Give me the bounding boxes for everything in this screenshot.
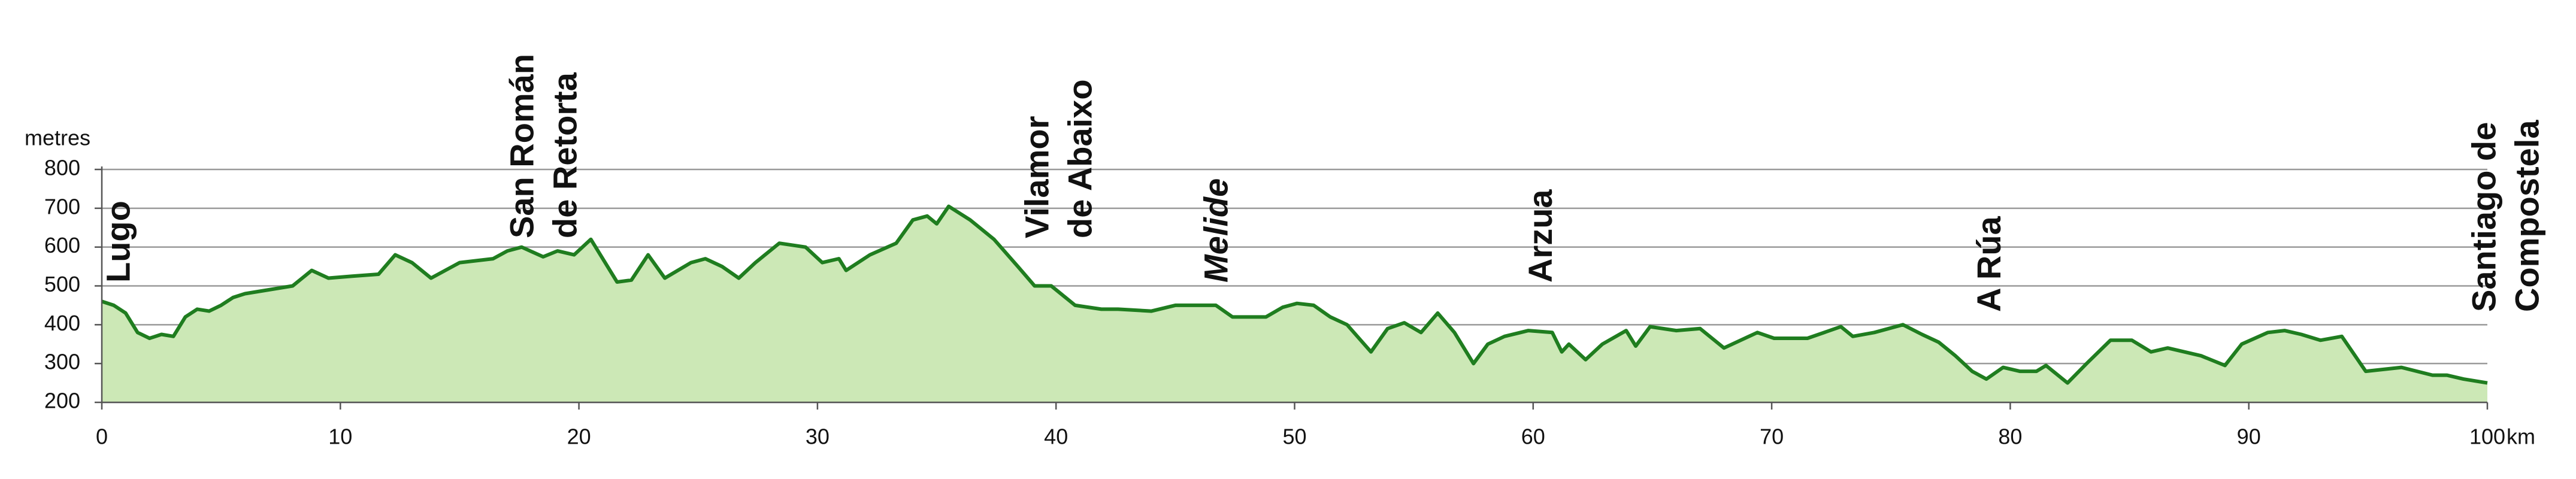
place-label: de Abaixo: [1061, 79, 1099, 238]
x-tick-label: 0: [96, 425, 108, 449]
y-tick-label: 300: [44, 350, 80, 374]
x-tick-label: 90: [2237, 425, 2261, 449]
x-tick-label: 20: [567, 425, 591, 449]
y-tick-label: 800: [44, 156, 80, 180]
y-tick-label: 500: [44, 272, 80, 296]
x-tick-label: 10: [328, 425, 352, 449]
place-label: Arzua: [1521, 189, 1559, 283]
y-tick-label: 400: [44, 311, 80, 335]
x-tick-label: 60: [1521, 425, 1545, 449]
place-label: Santiago de: [2465, 122, 2503, 312]
y-axis-label: metres: [25, 126, 90, 150]
x-tick-label: 40: [1044, 425, 1068, 449]
x-tick-label: 50: [1282, 425, 1306, 449]
place-label: Compostela: [2508, 120, 2546, 312]
elevation-line: [101, 204, 2488, 385]
place-label: Melide: [1197, 178, 1235, 283]
place-label: Lugo: [99, 201, 137, 283]
y-tick-label: 600: [44, 233, 80, 257]
y-tick-label: 200: [44, 389, 80, 413]
x-tick-label: 70: [1760, 425, 1784, 449]
place-label: Vilamor: [1018, 116, 1056, 238]
place-label: A Rúa: [1970, 216, 2008, 312]
x-unit-label: km: [2507, 425, 2535, 449]
x-tick-label: 80: [1998, 425, 2022, 449]
y-tick-label: 700: [44, 194, 80, 219]
x-tick-label: 30: [806, 425, 830, 449]
place-label: de Retorta: [546, 72, 583, 238]
place-label: San Román: [503, 54, 540, 238]
x-tick-label: 100: [2469, 425, 2505, 449]
